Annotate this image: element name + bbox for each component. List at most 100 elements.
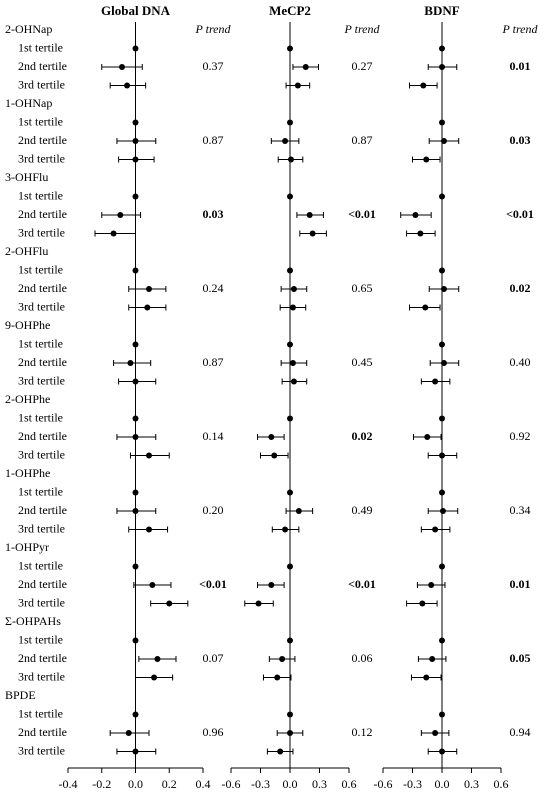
x-tick-label: 0.4 (196, 777, 211, 791)
tertile-label: 2nd tertile (18, 503, 67, 517)
estimate-point (132, 415, 139, 422)
estimate-point (432, 730, 439, 736)
estimate-point (439, 637, 445, 644)
estimate-point (154, 656, 161, 662)
estimate-point (419, 600, 426, 607)
p-trend-value: <0.01 (348, 207, 376, 221)
p-trend-value: 0.87 (203, 355, 224, 369)
estimate-point (412, 212, 419, 218)
panel-title: MeCP2 (269, 3, 311, 18)
p-trend-value: 0.24 (203, 281, 224, 295)
tertile-label: 1st tertile (18, 188, 63, 202)
estimate-point (125, 730, 132, 736)
tertile-label: 1st tertile (18, 632, 63, 646)
p-trend-value: 0.01 (510, 577, 531, 591)
p-trend-value: <0.01 (506, 207, 534, 221)
estimate-point (287, 711, 293, 718)
estimate-point (439, 489, 445, 496)
estimate-point (423, 156, 430, 163)
panel-title: BDNF (424, 3, 459, 18)
tertile-label: 2nd tertile (18, 133, 67, 147)
p-trend-value: 0.87 (352, 133, 373, 147)
estimate-point (132, 45, 139, 52)
p-trend-value: 0.06 (352, 651, 373, 665)
group-label: 3-OHFlu (5, 170, 48, 184)
estimate-point (440, 360, 447, 366)
estimate-point (439, 415, 445, 422)
estimate-point (439, 748, 445, 755)
tertile-label: 1st tertile (18, 40, 63, 54)
p-trend-value: <0.01 (199, 577, 227, 591)
estimate-point (439, 711, 445, 718)
p-trend-value: 0.87 (203, 133, 224, 147)
x-tick-label: 0.0 (128, 777, 143, 791)
x-tick-label: -0.6 (222, 777, 241, 791)
p-trend-value: 0.45 (352, 355, 373, 369)
estimate-point (302, 64, 309, 70)
tertile-label: 3rd tertile (18, 521, 65, 535)
group-label: 9-OHPhe (5, 318, 50, 332)
estimate-point (146, 286, 152, 292)
x-tick-label: 0.6 (342, 777, 357, 791)
p-trend-value: 0.12 (352, 725, 373, 739)
estimate-point (132, 138, 139, 144)
group-label: 2-OHFlu (5, 244, 48, 258)
estimate-point (287, 156, 294, 163)
estimate-point (287, 637, 293, 644)
tertile-label: 1st tertile (18, 262, 63, 276)
estimate-point (144, 304, 151, 311)
estimate-point (287, 489, 293, 496)
p-trend-value: 0.34 (510, 503, 531, 517)
estimate-point (282, 526, 289, 533)
p-trend-value: 0.49 (352, 503, 373, 517)
estimate-point (117, 212, 124, 218)
panel-title: Global DNA (101, 3, 171, 18)
tertile-label: 1st tertile (18, 706, 63, 720)
tertile-label: 2nd tertile (18, 207, 67, 221)
estimate-point (287, 730, 293, 736)
estimate-point (439, 119, 445, 126)
tertile-label: 1st tertile (18, 410, 63, 424)
p-trend-value: 0.65 (352, 281, 373, 295)
estimate-point (132, 508, 139, 514)
x-tick-label: 0.3 (312, 777, 327, 791)
group-label: 2-OHNap (5, 22, 52, 36)
x-tick-label: -0.2 (92, 777, 111, 791)
p-trend-value: 0.03 (510, 133, 531, 147)
estimate-point (439, 45, 445, 52)
group-label: 1-OHNap (5, 96, 52, 110)
estimate-point (119, 64, 125, 70)
x-tick-label: 0.2 (162, 777, 177, 791)
estimate-point (440, 138, 447, 144)
estimate-point (132, 119, 139, 126)
estimate-point (287, 563, 293, 570)
group-label: BPDE (5, 688, 36, 702)
x-tick-label: 0.0 (283, 777, 298, 791)
estimate-point (439, 193, 445, 200)
tertile-label: 1st tertile (18, 558, 63, 572)
estimate-point (432, 526, 439, 533)
estimate-point (287, 415, 293, 422)
tertile-label: 1st tertile (18, 484, 63, 498)
estimate-point (274, 674, 281, 681)
tertile-label: 2nd tertile (18, 281, 67, 295)
estimate-point (287, 45, 293, 52)
group-label: Σ-OHPAHs (5, 614, 61, 628)
estimate-point (439, 563, 445, 570)
p-trend-value: 0.07 (203, 651, 224, 665)
estimate-point (132, 711, 139, 718)
estimate-point (127, 360, 134, 366)
tertile-label: 2nd tertile (18, 651, 67, 665)
estimate-point (290, 286, 297, 292)
estimate-point (432, 378, 439, 385)
estimate-point (132, 193, 139, 200)
estimate-point (132, 637, 139, 644)
x-tick-label: 0.0 (435, 777, 450, 791)
estimate-point (268, 434, 275, 440)
p-trend-value: 0.20 (203, 503, 224, 517)
p-trend-value: 0.03 (203, 207, 224, 221)
estimate-point (424, 434, 431, 440)
group-label: 2-OHPhe (5, 392, 50, 406)
p-trend-value: 0.02 (352, 429, 373, 443)
estimate-point (287, 119, 293, 126)
